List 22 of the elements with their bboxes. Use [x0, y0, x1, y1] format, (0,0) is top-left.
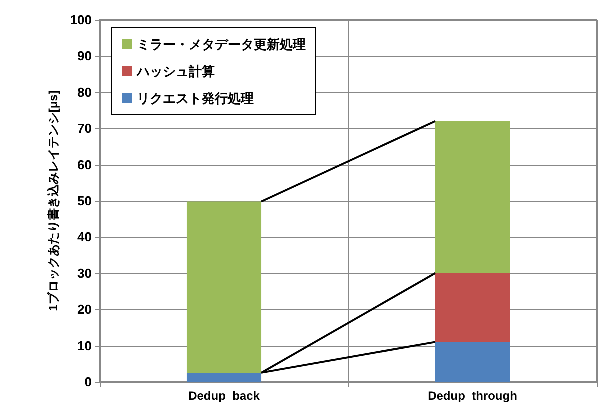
y-axis-title: 1ブロックあたり書き込みレイテンシ[μs] — [46, 90, 60, 312]
x-tick-label: Dedup_back — [188, 389, 260, 403]
y-tick-label: 80 — [78, 84, 92, 100]
y-tick-label: 0 — [84, 374, 92, 390]
y-tick-label: 70 — [78, 121, 92, 136]
y-tick-label: 30 — [78, 266, 92, 281]
bar — [435, 342, 510, 382]
y-tick-label: 60 — [78, 157, 92, 172]
legend-label: ハッシュ計算 — [136, 64, 215, 79]
legend-label: リクエスト発行処理 — [137, 91, 254, 106]
y-tick-label: 50 — [78, 194, 92, 208]
y-tick-label: 40 — [78, 230, 92, 245]
bar — [186, 202, 262, 373]
bar — [186, 372, 262, 382]
y-tick-label: 90 — [78, 48, 92, 64]
y-tick-label: 100 — [70, 12, 92, 28]
y-tick-label: 10 — [78, 338, 92, 354]
bar — [435, 121, 510, 274]
legend-label: ミラー・メタデータ更新処理 — [137, 37, 306, 52]
y-tick-label: 20 — [78, 302, 92, 318]
x-tick-label: Dedup_through — [428, 389, 518, 403]
bar — [435, 273, 510, 342]
